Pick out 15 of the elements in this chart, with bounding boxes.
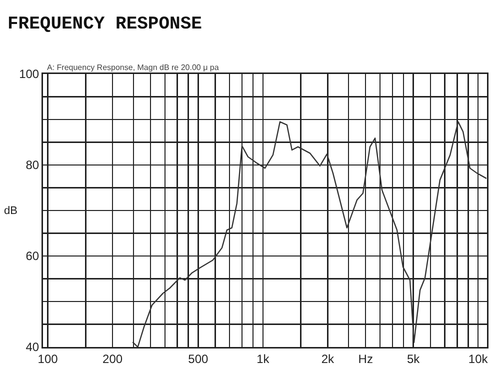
y-axis-title: dB [4,205,18,217]
x-tick-label: Hz [358,352,373,366]
x-tick-label: 1k [256,352,270,366]
y-tick-label: 100 [19,67,40,82]
x-tick-label: 2k [321,352,336,366]
x-tick-label: 10k [468,352,489,366]
y-tick-label: 40 [26,340,40,354]
y-tick-label: 60 [26,249,40,264]
y-tick-label: 80 [26,158,40,172]
chart-title: FREQUENCY RESPONSE [8,14,202,34]
x-tick-label: 100 [38,352,58,366]
x-tick-label: 5k [406,352,421,366]
x-tick-label: 500 [188,352,209,366]
x-tick-label: 200 [102,352,123,366]
chart-subtitle: A: Frequency Response, Magn dB re 20.00 μ pa [47,63,220,72]
